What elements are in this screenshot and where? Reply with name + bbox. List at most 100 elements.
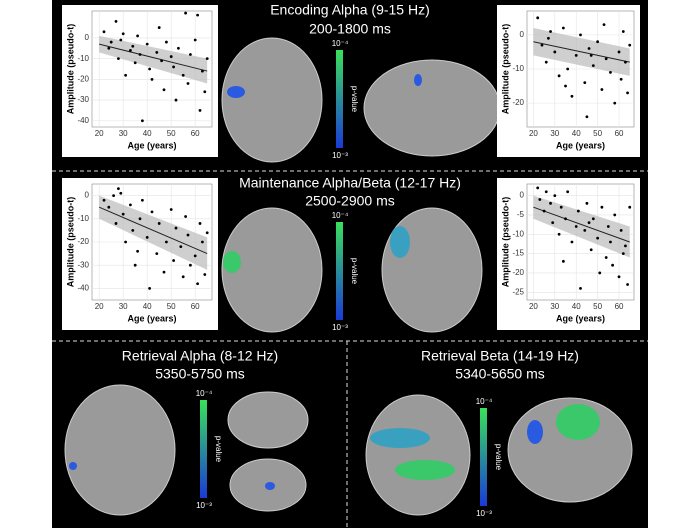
y-tick-label: 0: [85, 33, 90, 42]
y-tick-label: -20: [77, 74, 89, 83]
point: [544, 60, 548, 64]
point: [544, 190, 548, 194]
confidence-band: [99, 195, 208, 270]
x-tick-label: 40: [143, 302, 152, 311]
point: [624, 244, 627, 248]
point: [628, 43, 632, 47]
point: [596, 40, 600, 44]
x-tick-label: 20: [95, 302, 104, 311]
point: [141, 119, 144, 123]
point: [145, 42, 149, 46]
panel-subtitle: 200-1800 ms: [309, 21, 391, 37]
point: [626, 283, 629, 286]
panel-title: Maintenance Alpha/Beta (12-17 Hz): [239, 175, 461, 191]
panel-title: Retrieval Beta (14-19 Hz): [421, 348, 579, 364]
point: [604, 256, 608, 259]
panel-subtitle: 5350-5750 ms: [155, 366, 245, 382]
x-tick-label: 30: [550, 302, 559, 311]
x-tick-label: 20: [529, 129, 538, 138]
point: [205, 231, 209, 235]
x-axis-label: Age (years): [556, 140, 605, 150]
point: [129, 203, 132, 207]
point: [561, 259, 565, 263]
point: [553, 194, 557, 198]
point: [585, 201, 589, 205]
point: [611, 263, 614, 267]
y-axis-label: Amplitude (pseudo-t): [500, 197, 510, 288]
point: [557, 74, 561, 78]
point: [205, 57, 209, 61]
point: [117, 187, 120, 191]
y-tick-label: 0: [520, 191, 525, 200]
point: [155, 51, 159, 54]
point: [609, 240, 612, 244]
point: [559, 205, 563, 209]
point: [119, 191, 123, 195]
point: [198, 222, 202, 225]
point: [564, 84, 567, 88]
point: [107, 205, 111, 209]
point: [198, 109, 202, 112]
point: [109, 40, 113, 44]
point: [196, 13, 200, 17]
x-tick-label: 60: [191, 302, 200, 311]
y-tick-label: -20: [512, 268, 524, 277]
point: [617, 50, 621, 54]
point: [203, 273, 207, 276]
point: [124, 240, 127, 244]
point: [547, 36, 550, 40]
point: [193, 254, 197, 258]
point: [591, 64, 595, 67]
point: [579, 287, 582, 290]
point: [538, 198, 542, 201]
x-tick-label: 30: [119, 302, 128, 311]
point: [150, 210, 154, 214]
point: [165, 40, 168, 44]
x-axis-label: Age (years): [127, 140, 176, 150]
point: [131, 44, 135, 48]
point: [561, 26, 565, 30]
point: [114, 19, 118, 23]
y-tick-label: -10: [77, 54, 89, 63]
colorbar-top: 10⁻⁴: [332, 211, 349, 220]
point: [114, 222, 118, 225]
point: [536, 186, 540, 190]
y-tick-label: -30: [77, 260, 89, 269]
colorbar-top: 10⁻⁴: [196, 389, 213, 398]
x-tick-label: 30: [119, 129, 128, 138]
point: [129, 48, 132, 52]
point: [598, 271, 602, 275]
y-tick-label: -10: [512, 64, 524, 73]
point: [148, 287, 152, 290]
point: [189, 263, 192, 267]
point: [604, 57, 608, 61]
x-tick-label: 40: [572, 302, 581, 311]
point: [196, 282, 200, 286]
x-tick-label: 60: [615, 129, 624, 138]
fit-line: [533, 41, 630, 63]
confidence-band: [533, 195, 630, 258]
x-tick-label: 40: [572, 129, 581, 138]
x-tick-label: 60: [191, 129, 200, 138]
fit-line: [533, 206, 630, 243]
colorbar-bottom: 10⁻³: [332, 323, 348, 332]
point: [157, 222, 161, 225]
colorbar-label: p-value: [214, 436, 223, 463]
point: [145, 235, 149, 239]
point: [193, 38, 197, 42]
point: [162, 88, 166, 92]
confidence-band: [99, 35, 208, 84]
point: [133, 263, 137, 267]
point: [591, 217, 595, 221]
point: [160, 59, 164, 63]
y-tick-label: -40: [77, 116, 89, 125]
colorbar-bottom: 10⁻³: [476, 509, 492, 518]
panel-subtitle: 5340-5650 ms: [455, 366, 545, 382]
point: [112, 194, 115, 198]
point: [177, 46, 180, 50]
point: [536, 16, 540, 20]
point: [564, 217, 567, 221]
x-tick-label: 50: [593, 302, 602, 311]
point: [121, 212, 125, 216]
point: [155, 252, 159, 256]
